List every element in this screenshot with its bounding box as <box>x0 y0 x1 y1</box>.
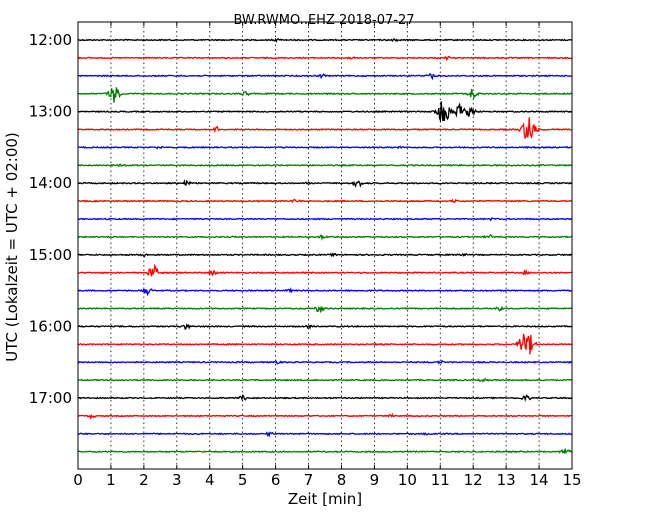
trace-1315 <box>78 117 572 138</box>
x-tick-label-3: 3 <box>172 471 182 489</box>
trace-1230 <box>78 74 572 79</box>
chart-title: BW.RWMO..EHZ 2018-07-27 <box>233 13 414 28</box>
x-tick-label-9: 9 <box>370 471 380 489</box>
plot-frame <box>78 22 572 469</box>
y-tick-label-3: 15:00 <box>29 246 72 264</box>
x-tick-label-13: 13 <box>497 471 516 489</box>
trace-1730 <box>78 432 572 435</box>
trace-1615 <box>78 334 572 354</box>
trace-1530 <box>78 289 572 294</box>
y-tick-label-1: 13:00 <box>29 103 72 121</box>
x-tick-label-12: 12 <box>464 471 483 489</box>
x-tick-label-2: 2 <box>139 471 149 489</box>
x-tick-label-6: 6 <box>271 471 281 489</box>
trace-1715 <box>78 415 572 419</box>
y-tick-label-2: 14:00 <box>29 174 72 192</box>
x-tick-label-1: 1 <box>106 471 116 489</box>
trace-1400 <box>78 181 572 186</box>
x-tick-label-8: 8 <box>337 471 347 489</box>
trace-1630 <box>78 361 572 364</box>
trace-1600 <box>78 325 572 329</box>
trace-1215 <box>78 57 572 60</box>
x-axis-ticks: 0 1 2 3 4 5 6 7 8 9 10 11 12 13 14 15 <box>73 22 581 489</box>
y-tick-label-5: 17:00 <box>29 389 72 407</box>
trace-1300 <box>78 101 572 121</box>
y-axis-label: UTC (Lokalzeit = UTC + 02:00) <box>3 132 21 362</box>
x-tick-label-10: 10 <box>398 471 417 489</box>
x-tick-label-5: 5 <box>238 471 248 489</box>
traces <box>78 39 572 453</box>
trace-1645 <box>78 379 572 382</box>
x-axis-label: Zeit [min] <box>288 490 362 508</box>
x-tick-label-14: 14 <box>530 471 549 489</box>
trace-1745 <box>78 449 572 453</box>
x-tick-label-7: 7 <box>304 471 314 489</box>
trace-1700 <box>78 395 572 399</box>
trace-1500 <box>78 254 572 257</box>
trace-1200 <box>78 39 572 42</box>
x-tick-label-11: 11 <box>431 471 450 489</box>
y-tick-label-0: 12:00 <box>29 31 72 49</box>
trace-1345 <box>78 164 572 166</box>
trace-1330 <box>78 147 572 149</box>
x-tick-label-15: 15 <box>562 471 581 489</box>
trace-1415 <box>78 200 572 203</box>
trace-1515 <box>78 266 572 277</box>
trace-1545 <box>78 307 572 312</box>
y-tick-label-4: 16:00 <box>29 317 72 335</box>
vertical-grid <box>111 22 539 469</box>
trace-1245 <box>78 87 572 102</box>
x-tick-label-0: 0 <box>73 471 83 489</box>
trace-1430 <box>78 218 572 220</box>
x-tick-label-4: 4 <box>205 471 215 489</box>
trace-1445 <box>78 235 572 239</box>
